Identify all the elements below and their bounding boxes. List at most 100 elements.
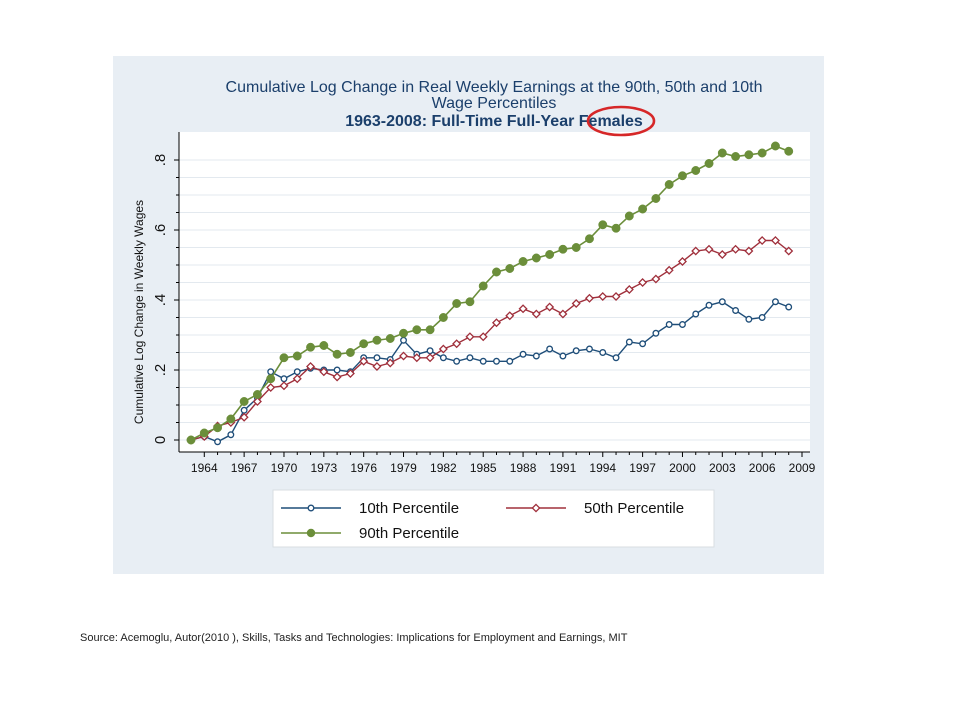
data-point-10th <box>333 366 341 374</box>
chart-svg: Cumulative Log Change in Real Weekly Ear… <box>132 79 816 548</box>
data-point-10th <box>785 303 793 311</box>
data-point-50th <box>372 361 382 372</box>
chart-panel: Cumulative Log Change in Real Weekly Ear… <box>113 56 824 574</box>
data-point-90th <box>505 264 515 273</box>
gridlines <box>179 159 810 441</box>
data-point-10th <box>559 352 567 360</box>
data-point-90th <box>717 148 727 158</box>
data-point-50th <box>770 235 780 246</box>
series-line-1 <box>190 300 789 443</box>
x-tick-label: 1979 <box>390 461 417 475</box>
data-point-90th <box>239 397 249 406</box>
data-point-10th <box>745 315 753 323</box>
data-point-50th <box>624 284 634 295</box>
annotation-circle <box>586 105 656 137</box>
data-point-50th <box>545 302 555 312</box>
data-point-10th <box>426 347 434 355</box>
data-point-90th <box>252 390 262 399</box>
x-tick-label: 1988 <box>510 461 537 475</box>
data-point-50th <box>531 309 541 319</box>
data-series <box>186 141 794 446</box>
data-point-90th <box>266 374 276 384</box>
data-point-50th <box>385 358 395 368</box>
data-point-90th <box>624 211 634 221</box>
data-point-10th <box>625 338 633 346</box>
data-point-50th <box>611 291 621 302</box>
data-point-50th <box>518 304 528 314</box>
data-point-50th <box>425 353 435 363</box>
data-point-90th <box>518 257 528 266</box>
legend-marker-10th <box>307 504 315 512</box>
y-axis-title: Cumulative Log Change in Weekly Wages <box>132 200 146 424</box>
y-tick-label: .6 <box>152 224 169 237</box>
data-point-50th <box>438 344 448 354</box>
x-tick-label: 2000 <box>669 461 696 475</box>
data-point-90th <box>332 349 342 359</box>
legend-marker-90th <box>306 528 316 538</box>
data-point-50th <box>345 368 355 379</box>
data-point-10th <box>692 310 700 318</box>
data-point-90th <box>664 180 674 189</box>
legend: 10th Percentile 50th Percentile 90th Perce… <box>272 489 715 548</box>
data-point-90th <box>492 267 501 277</box>
legend-marker-50th <box>531 503 541 513</box>
data-point-90th <box>292 351 302 361</box>
data-point-90th <box>306 342 315 352</box>
data-point-50th <box>704 244 714 254</box>
data-point-50th <box>691 246 701 256</box>
plot-area <box>179 132 810 452</box>
data-point-90th <box>744 150 754 160</box>
data-point-10th <box>373 354 381 362</box>
data-point-90th <box>757 148 767 158</box>
plot-background <box>179 132 810 452</box>
data-point-10th <box>519 350 527 358</box>
x-tick-label: 2009 <box>789 461 816 475</box>
data-point-50th <box>399 351 409 361</box>
series-line-3 <box>190 145 789 441</box>
data-point-90th <box>359 339 369 349</box>
data-point-50th <box>731 244 741 254</box>
x-tick-label: 1976 <box>350 461 377 475</box>
data-point-90th <box>372 335 382 345</box>
annotation <box>586 105 656 137</box>
data-point-50th <box>332 372 342 382</box>
data-point-90th <box>651 194 661 203</box>
data-point-10th <box>612 354 620 362</box>
source-note: Source: Acemoglu, Autor(2010 ), Skills, … <box>80 632 628 644</box>
data-point-50th <box>465 332 475 342</box>
x-tick-label: 2003 <box>709 461 736 475</box>
data-point-50th <box>717 249 727 260</box>
data-point-50th <box>319 367 329 377</box>
data-point-10th <box>705 301 713 309</box>
data-point-90th <box>452 299 462 308</box>
data-point-50th <box>744 246 754 256</box>
x-tick-label: 1997 <box>629 461 656 475</box>
data-point-90th <box>438 313 448 322</box>
data-point-50th <box>279 381 289 391</box>
data-point-90th <box>319 341 329 350</box>
data-point-90th <box>345 348 355 357</box>
data-point-10th <box>771 298 779 306</box>
data-point-10th <box>652 329 660 337</box>
data-point-90th <box>638 204 648 214</box>
data-point-50th <box>571 298 581 309</box>
x-tick-label: 1991 <box>550 461 577 475</box>
data-point-90th <box>399 328 408 338</box>
y-tick-label: 0 <box>152 436 169 444</box>
x-tick-label: 1985 <box>470 461 497 475</box>
data-point-50th <box>266 382 276 393</box>
data-point-90th <box>226 414 236 424</box>
data-point-90th <box>585 234 594 244</box>
data-point-90th <box>598 220 608 230</box>
data-point-10th <box>546 345 554 353</box>
data-point-90th <box>678 171 687 181</box>
data-point-50th <box>359 356 369 366</box>
chart-title-line-3: 1963-2008: Full-Time Full-Year Females <box>345 113 643 130</box>
data-point-90th <box>571 243 581 252</box>
y-tick-label: .4 <box>152 294 169 307</box>
data-point-50th <box>452 339 462 349</box>
y-tick-label: .2 <box>152 364 169 377</box>
data-point-90th <box>531 253 541 263</box>
data-point-10th <box>267 368 275 376</box>
data-point-50th <box>306 361 316 372</box>
